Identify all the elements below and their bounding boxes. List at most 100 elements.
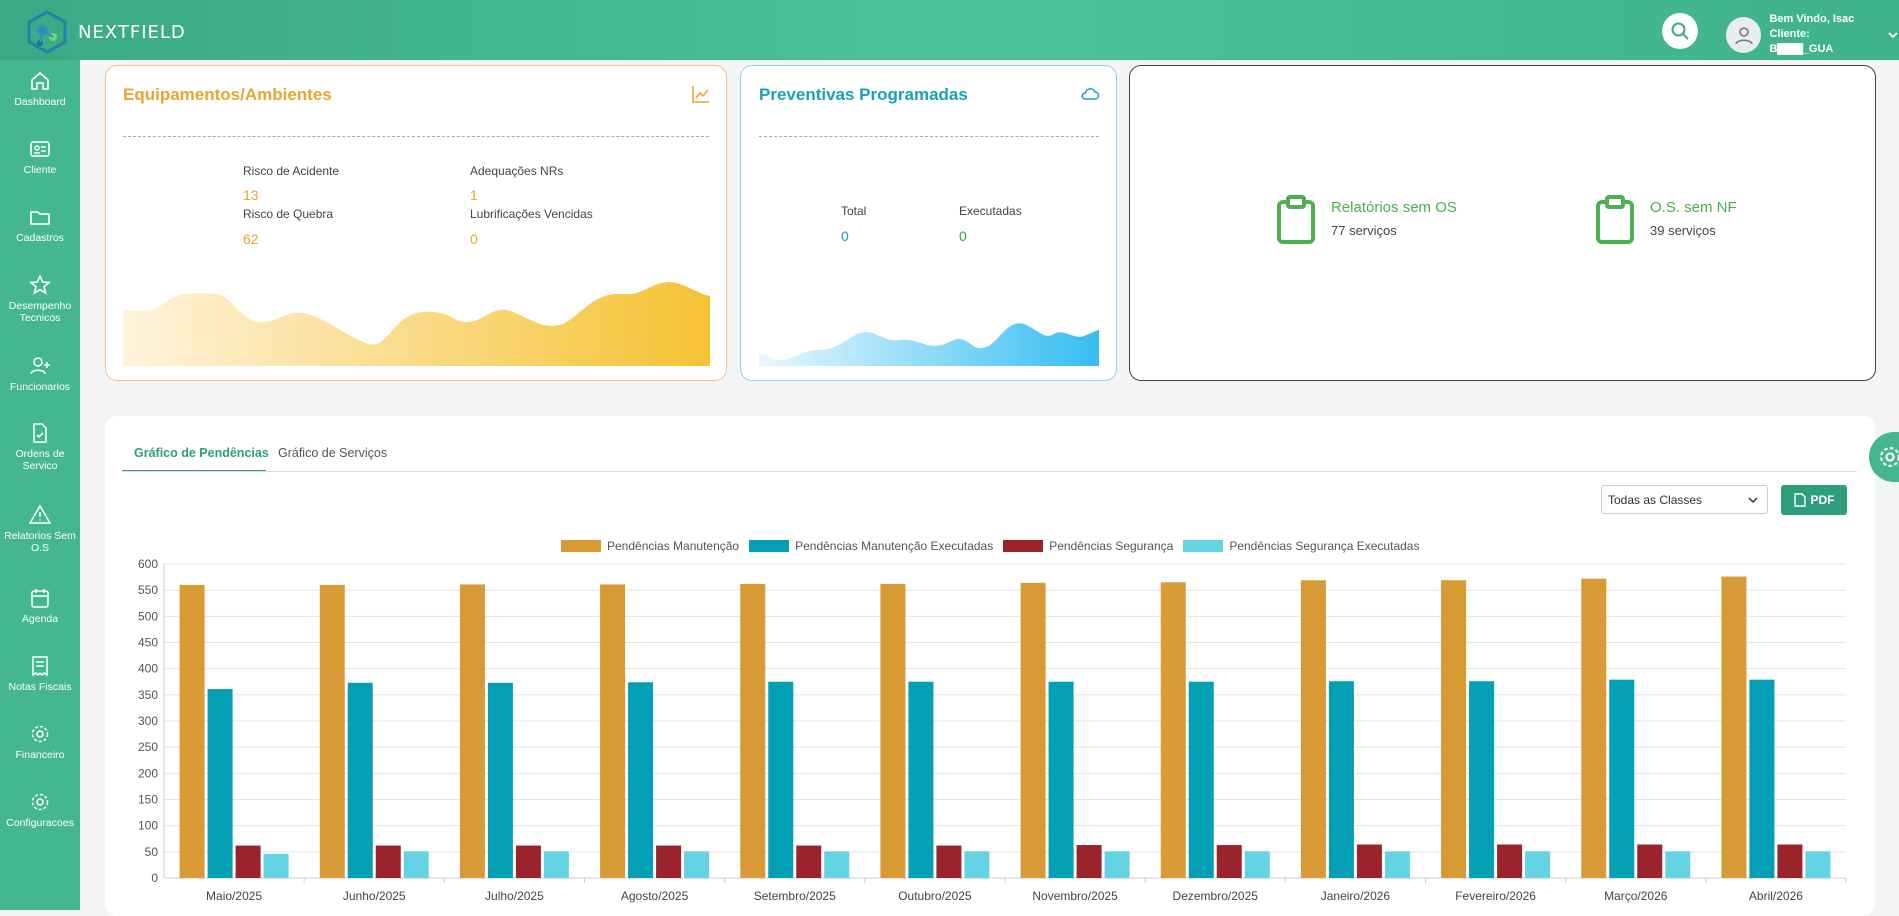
y-tick-label: 550 — [138, 583, 158, 597]
bar — [543, 851, 569, 878]
bar — [235, 845, 261, 878]
y-tick-label: 150 — [138, 793, 158, 807]
bar — [796, 845, 822, 878]
classes-select[interactable]: Todas as Classes — [1601, 485, 1768, 514]
bar — [459, 584, 485, 878]
bar — [487, 682, 513, 878]
tab-grafico-pendencias[interactable]: Gráfico de Pendências — [134, 446, 269, 460]
os-sem-nf-title: O.S. sem NF — [1650, 199, 1737, 216]
file-check-icon — [33, 423, 47, 443]
bar — [1216, 845, 1242, 878]
bar — [1665, 851, 1691, 878]
y-tick-label: 600 — [138, 557, 158, 571]
sidebar-item-configuracoes[interactable]: Configuracoes — [0, 791, 80, 829]
bar — [1441, 580, 1467, 878]
stat-value: 0 — [470, 231, 478, 247]
legend-item[interactable]: Pendências Manutenção Executadas — [749, 539, 993, 553]
x-tick-label: Janeiro/2026 — [1321, 889, 1391, 903]
relatorios-sem-os-title: Relatórios sem OS — [1331, 199, 1457, 216]
bar — [375, 845, 401, 878]
user-icon — [1734, 26, 1753, 44]
chevron-down-icon[interactable] — [1887, 29, 1899, 41]
stat-value: 1 — [470, 187, 478, 203]
x-tick-label: Dezembro/2025 — [1173, 889, 1259, 903]
bar — [1469, 681, 1495, 878]
sidebar-item-cadastros[interactable]: Cadastros — [0, 206, 80, 244]
top-bar: NEXTFIELD Bem Vindo, Isac Cliente: B▇▇▇_… — [0, 0, 1899, 60]
y-tick-label: 0 — [151, 871, 158, 885]
pendencias-bar-chart: 0 50 100 150 200 250 300 350 400 450 500 550 600 Maio… — [138, 557, 1847, 903]
user-menu[interactable]: Bem Vindo, Isac Cliente: B▇▇▇_GUA — [1726, 12, 1899, 57]
classes-select-value: Todas as Classes — [1608, 493, 1703, 507]
home-icon — [31, 71, 49, 90]
user-greeting: Bem Vindo, Isac — [1769, 13, 1855, 25]
bar — [824, 851, 850, 878]
sidebar-item-notas[interactable]: Notas Fiscais — [0, 655, 80, 693]
bar — [908, 681, 934, 878]
sidebar-item-funcionarios[interactable]: Funcionarios — [0, 355, 80, 393]
stat-value: 0 — [959, 228, 967, 244]
bar — [347, 682, 373, 878]
bar — [1244, 851, 1270, 878]
sidebar-item-financeiro[interactable]: Financeiro — [0, 723, 80, 761]
legend-item[interactable]: Pendências Manutenção — [561, 539, 739, 553]
legend-swatch — [1003, 540, 1044, 552]
x-tick-label: Setembro/2025 — [754, 889, 836, 903]
bar — [1048, 681, 1074, 878]
user-client: Cliente: B▇▇▇_GUA — [1769, 28, 1834, 55]
folder-icon — [30, 211, 50, 225]
sidebar-item-label: Configuracoes — [6, 817, 74, 829]
star-icon — [29, 274, 51, 295]
cloud-icon[interactable] — [1080, 84, 1100, 104]
preventivas-card: Preventivas Programadas Total 0 Executad… — [740, 65, 1117, 381]
y-tick-label: 500 — [138, 609, 158, 623]
legend-label: Pendências Segurança — [1049, 539, 1174, 553]
sidebar-item-dashboard[interactable]: Dashboard — [0, 70, 80, 108]
legend-swatch — [561, 540, 601, 552]
sidebar-item-label: Agenda — [21, 613, 59, 625]
divider — [123, 136, 709, 137]
sidebar-item-label: Financeiro — [15, 749, 65, 761]
stat-value: 62 — [243, 231, 259, 247]
clipboard-icon — [1277, 195, 1315, 244]
bar — [600, 584, 626, 878]
gear-icon — [31, 725, 49, 743]
bar — [1637, 844, 1663, 878]
y-tick-label: 450 — [138, 636, 158, 650]
sidebar-item-relatorios[interactable]: Relatorios Sem O.S — [0, 504, 80, 554]
chevron-down-icon — [1748, 497, 1758, 504]
divider — [759, 136, 1099, 137]
gear-icon — [31, 793, 49, 811]
stat-label: Adequações NRs — [470, 164, 564, 178]
legend-label: Pendências Manutenção — [607, 539, 740, 553]
bar — [880, 583, 906, 878]
nextfield-logo-icon — [27, 10, 67, 54]
avatar — [1726, 16, 1762, 53]
x-tick-label: Fevereiro/2026 — [1455, 889, 1536, 903]
bar — [936, 845, 962, 878]
legend-label: Pendências Segurança Executadas — [1229, 539, 1420, 553]
sidebar-item-desempenho[interactable]: Desempenho Tecnicos — [0, 274, 80, 324]
tab-grafico-servicos[interactable]: Gráfico de Serviços — [278, 446, 388, 460]
bar — [1076, 845, 1102, 878]
x-tick-label: Novembro/2025 — [1032, 889, 1118, 903]
y-tick-label: 400 — [138, 662, 158, 676]
bar — [1300, 580, 1326, 878]
legend-item[interactable]: Pendências Segurança Executadas — [1183, 539, 1419, 553]
search-button[interactable] — [1662, 13, 1698, 49]
bar — [1777, 844, 1803, 878]
pdf-button[interactable]: PDF — [1781, 485, 1847, 515]
legend-label: Pendências Manutenção Executadas — [795, 539, 994, 553]
trend-icon[interactable] — [691, 84, 711, 104]
preventivas-sparkline — [759, 323, 1099, 366]
sidebar-item-agenda[interactable]: Agenda — [0, 587, 80, 625]
equipamentos-card: Equipamentos/Ambientes Risco de Acidente… — [105, 65, 727, 381]
sidebar-item-cliente[interactable]: Cliente — [0, 138, 80, 176]
calendar-icon — [31, 589, 49, 608]
chart-legend: Pendências Manutenção Pendências Manuten… — [561, 539, 1429, 553]
legend-item[interactable]: Pendências Segurança — [1003, 539, 1173, 553]
stat-label: Total — [841, 204, 867, 218]
sidebar-item-ordens[interactable]: Ordens de Servico — [0, 422, 80, 472]
bar — [515, 845, 541, 878]
brand-logo[interactable]: NEXTFIELD — [22, 10, 186, 54]
